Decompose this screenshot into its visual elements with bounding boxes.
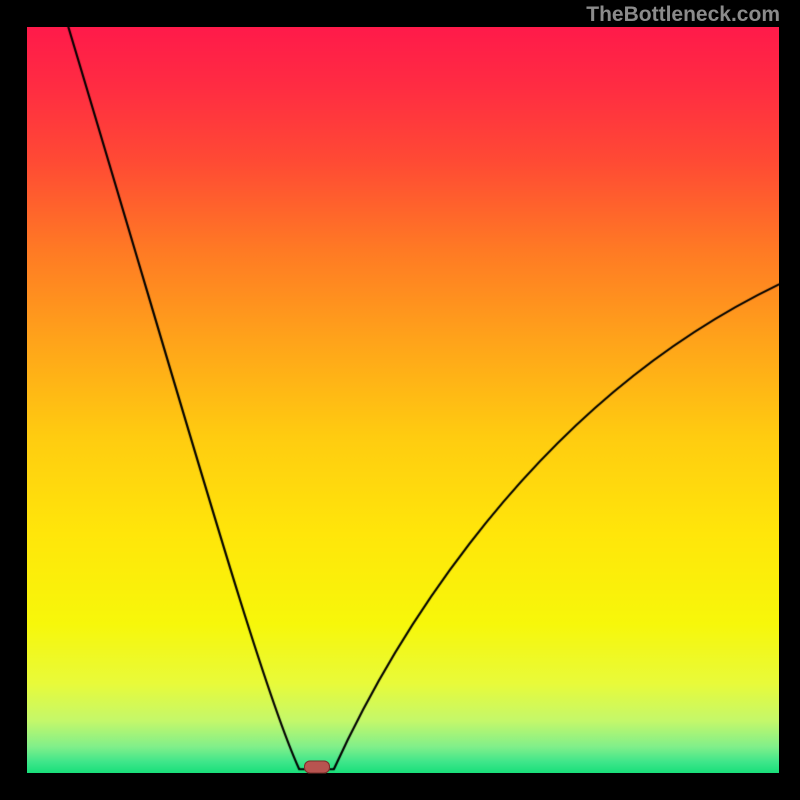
optimal-point-marker xyxy=(304,761,330,774)
bottleneck-curve xyxy=(0,0,800,800)
watermark-text: TheBottleneck.com xyxy=(586,3,780,27)
chart-container: TheBottleneck.com xyxy=(0,0,800,800)
